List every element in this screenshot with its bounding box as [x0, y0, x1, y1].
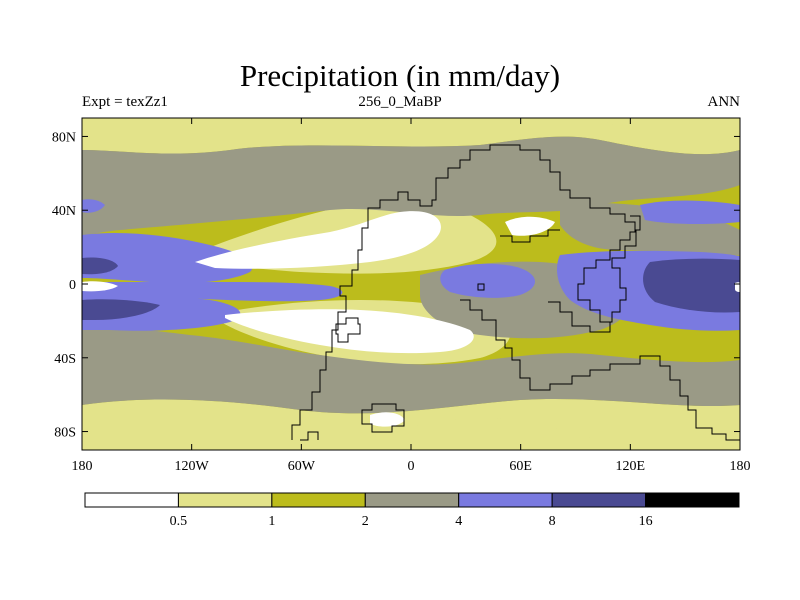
fill-white-north-belt	[195, 211, 441, 269]
lon-tick-label: 180	[730, 459, 751, 474]
longitude-axis: 180 120W 60W 0 60E 120E 180	[72, 118, 751, 474]
lon-tick-label: 60W	[288, 459, 316, 474]
colorbar-swatch	[364, 492, 460, 508]
latitude-axis: 80N 40N 0 40S 80S	[52, 130, 740, 441]
fill-white-interior	[505, 216, 555, 236]
lon-tick-label: 0	[408, 459, 415, 474]
period-label: 256_0_MaBP	[358, 94, 442, 110]
fill-blue-west-north	[82, 233, 253, 284]
fill-lightyellow-ne	[600, 118, 740, 142]
fill-lightyellow-north	[82, 118, 740, 155]
map-title: Precipitation (in mm/day)	[239, 58, 561, 93]
colorbar-swatch	[458, 492, 553, 508]
fill-blue-nw	[82, 199, 105, 213]
lat-tick-label: 0	[69, 278, 76, 293]
colorbar-label: 8	[549, 514, 556, 529]
colorbar-label: 16	[639, 514, 653, 529]
colorbar-swatch	[645, 492, 740, 508]
season-label: ANN	[707, 94, 741, 110]
lon-tick-label: 120W	[175, 459, 210, 474]
lat-tick-label: 40S	[54, 352, 76, 367]
colorbar: 0.5 1 2 4 8 16	[84, 492, 740, 529]
coastline-outline	[291, 144, 740, 441]
lon-tick-label: 60E	[509, 459, 532, 474]
fill-white-south-belt	[225, 309, 474, 354]
map-contour-fill	[82, 118, 740, 450]
colorbar-label: 1	[268, 514, 275, 529]
lon-tick-label: 180	[72, 459, 93, 474]
lat-tick-label: 80S	[54, 426, 76, 441]
fill-lightyellow-south-2	[360, 417, 600, 450]
fill-white-equator-east	[735, 282, 740, 292]
fill-white-equator-west	[82, 281, 118, 292]
colorbar-swatch	[271, 492, 366, 508]
colorbar-label: 0.5	[170, 514, 188, 529]
lat-tick-label: 80N	[52, 130, 76, 145]
fill-blue-equator-west	[82, 282, 343, 302]
fill-darkblue-west-n	[82, 257, 118, 275]
fill-gray-south	[82, 327, 740, 414]
lat-tick-label: 40N	[52, 204, 76, 219]
fill-gray-north	[82, 136, 740, 235]
lon-tick-label: 120E	[616, 459, 646, 474]
fill-blue-ne	[640, 200, 740, 225]
colorbar-label: 2	[362, 514, 369, 529]
fill-blue-africa	[440, 263, 535, 298]
fill-white-south-patch	[370, 412, 405, 427]
colorbar-swatch	[177, 492, 273, 508]
fill-darkblue-west-s	[82, 299, 160, 320]
fill-darkblue-east	[643, 258, 740, 313]
colorbar-swatch	[551, 492, 647, 508]
colorbar-swatch	[84, 492, 179, 508]
experiment-label: Expt = texZz1	[82, 94, 168, 110]
colorbar-label: 4	[455, 514, 462, 529]
